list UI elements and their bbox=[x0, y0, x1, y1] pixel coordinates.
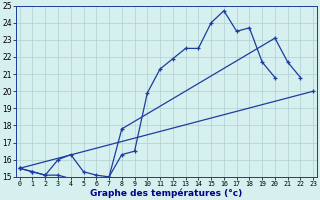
X-axis label: Graphe des températures (°c): Graphe des températures (°c) bbox=[90, 188, 243, 198]
